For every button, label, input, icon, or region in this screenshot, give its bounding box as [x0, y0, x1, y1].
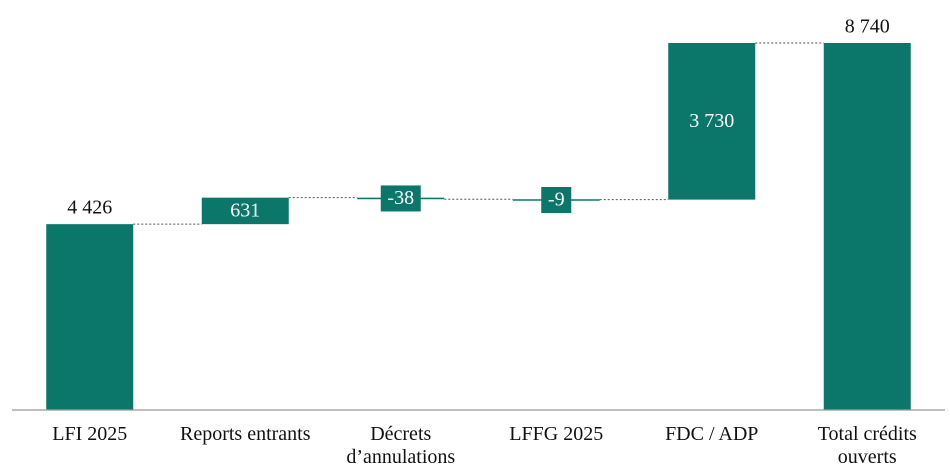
value-label: 3 730 — [689, 110, 734, 132]
x-tick-label: Reports entrants — [179, 423, 311, 445]
x-tick-label: Total crédits ouverts — [817, 423, 917, 468]
bar — [668, 43, 756, 200]
value-label: 631 — [230, 199, 260, 221]
x-tick-label: FDC / ADP — [665, 423, 759, 445]
label-box — [541, 186, 572, 213]
value-label: 4 426 — [67, 197, 112, 219]
bar — [46, 224, 134, 410]
value-label: 8 740 — [845, 16, 890, 38]
x-tick-label: LFFG 2025 — [509, 423, 604, 445]
x-tick-label: LFI 2025 — [52, 423, 128, 445]
bar — [823, 43, 911, 410]
value-label: -9 — [548, 189, 565, 211]
label-box — [380, 185, 421, 212]
value-label: -38 — [387, 187, 414, 209]
bar — [201, 197, 289, 225]
x-tick-label: Décrets d’annulations — [346, 423, 456, 468]
